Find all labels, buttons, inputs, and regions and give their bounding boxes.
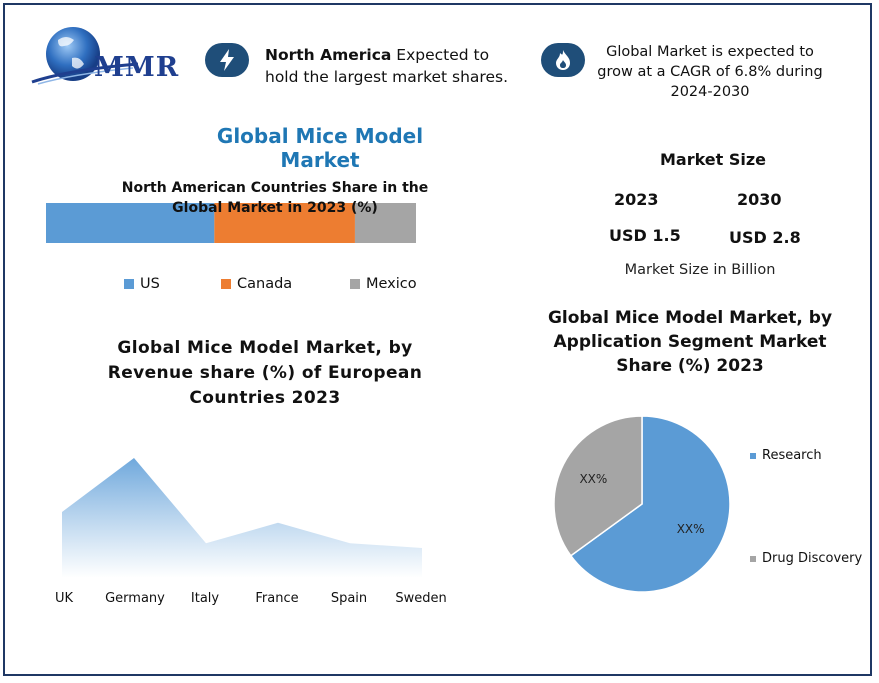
pie-slice-drug-discovery [553,415,643,557]
app-pie-chart: XX% XX% [553,415,731,593]
area-series [62,458,422,578]
outer-frame [3,3,872,676]
legend-canada-label: Canada [237,276,293,292]
headline-cagr: Global Market is expected to grow at a C… [597,44,823,100]
tick-sweden: Sweden [395,591,447,606]
headline-na-rest: Expected to hold the largest market shar… [265,46,509,86]
main-title: Global Mice Model Market [216,124,424,172]
pie-legend-drug-discovery-swatch [750,555,756,562]
na-chart-title: North American Countries Share in the Gl… [121,180,429,216]
legend-mexico-swatch [350,279,360,289]
pie-legend-research: Research [750,448,822,463]
market-value-2023: USD 1.5 [609,226,681,245]
legend-us: US [124,276,160,292]
app-chart-title: Global Mice Model Market, by Application… [547,308,833,376]
tick-italy: Italy [190,591,220,606]
tick-uk: UK [54,591,74,606]
market-size-title: Market Size [659,150,767,169]
legend-us-label: US [140,276,160,292]
tick-germany: Germany [105,591,165,606]
legend-mexico: Mexico [350,276,417,292]
pie-legend-drug-discovery: Drug Discovery [750,551,862,566]
legend-us-swatch [124,279,134,289]
tick-france: France [255,591,299,606]
tick-spain: Spain [330,591,368,606]
legend-mexico-label: Mexico [366,276,417,292]
market-value-2030: USD 2.8 [729,228,801,247]
headline-na-bold: North America [265,46,392,64]
headline-north-america: North America Expected to hold the large… [265,44,525,88]
logo-text: MMR [94,52,180,83]
pie-label-research: XX% [677,522,705,536]
pie-legend-research-label: Research [762,448,822,463]
na-stacked-bar-chart [46,203,416,243]
legend-canada: Canada [221,276,292,292]
pie-legend-research-swatch [750,452,756,459]
legend-canada-swatch [221,279,231,289]
eu-area-chart [62,458,422,578]
market-size-unit: Market Size in Billion [624,262,776,278]
bar-segment-us [46,203,215,243]
bar-segment-canada [214,203,355,243]
eu-chart-title: Global Mice Model Market, by Revenue sha… [107,338,423,408]
lightning-icon [205,43,249,77]
mmr-logo: MMR [28,22,188,92]
pie-legend-drug-discovery-label: Drug Discovery [762,551,863,566]
globe-logo-icon [31,27,139,85]
flame-icon [541,43,585,77]
bar-segment-mexico [354,203,416,243]
pie-label-drug-discovery: XX% [579,472,607,486]
market-year-2030: 2030 [737,190,782,209]
market-year-2023: 2023 [614,190,659,209]
pie-slice-research [569,415,731,593]
